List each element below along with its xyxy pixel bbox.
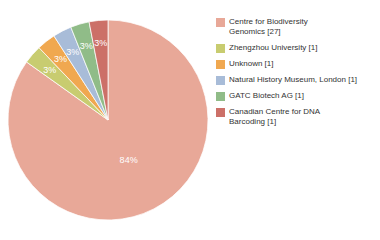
legend-label: Natural History Museum, London [1] (229, 75, 357, 84)
pie-slice (89, 20, 108, 120)
data-label: 3% (94, 38, 107, 48)
legend-label: Centre for BiodiversityGenomics [27] (229, 17, 308, 35)
data-labels: 84%3%3%3%3%3% (43, 38, 137, 165)
pie-slice (8, 20, 208, 220)
legend-item: GATC Biotech AG [1] (216, 91, 304, 101)
legend-swatch (216, 18, 225, 27)
legend-swatch (216, 60, 225, 69)
legend-label: Unknown [1] (229, 59, 273, 68)
legend-item: Natural History Museum, London [1] (216, 75, 357, 85)
legend-swatch (216, 44, 225, 53)
data-label: 84% (120, 155, 138, 165)
legend-label: GATC Biotech AG [1] (229, 91, 304, 100)
legend-item: Zhengzhou University [1] (216, 43, 318, 53)
data-label: 3% (80, 41, 93, 51)
legend-item: Centre for BiodiversityGenomics [27] (216, 17, 308, 35)
pie (8, 20, 208, 220)
legend-label: Canadian Centre for DNABarcoding [1] (229, 107, 321, 125)
data-label: 3% (54, 54, 67, 64)
legend-swatch (216, 92, 225, 101)
legend-swatch (216, 76, 225, 85)
legend-swatch (216, 108, 225, 117)
chart: 84%3%3%3%3%3%Centre for BiodiversityGeno… (0, 0, 380, 240)
legend-label: Zhengzhou University [1] (229, 43, 318, 52)
data-label: 3% (43, 65, 56, 75)
data-label: 3% (66, 47, 79, 57)
legend-item: Canadian Centre for DNABarcoding [1] (216, 107, 321, 125)
legend-item: Unknown [1] (216, 59, 273, 69)
legend: Centre for BiodiversityGenomics [27] Zhen… (216, 17, 357, 125)
